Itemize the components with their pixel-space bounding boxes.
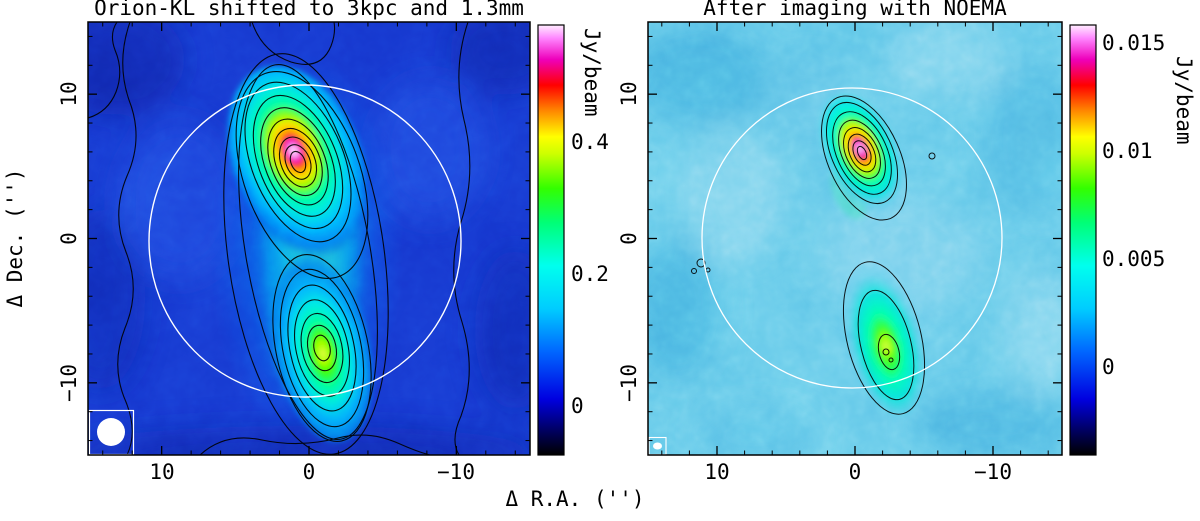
- synthesized-beam-left: [97, 418, 125, 446]
- colorbar-left-tick-0: 0: [571, 394, 584, 418]
- x-tick-label-left-10: 10: [149, 460, 174, 484]
- colorbar-left-tick-04: 0.4: [571, 130, 609, 154]
- x-tick-label-right-0: 0: [849, 460, 862, 484]
- colorbar-left-tick-02: 0.2: [571, 262, 609, 286]
- primary-beam-circle-right: [701, 87, 1003, 389]
- primary-beam-circle-left: [148, 84, 462, 398]
- colorbar-right-unit-label: Jy/beam: [1172, 56, 1196, 145]
- axis-ticks: [88, 22, 1062, 455]
- dec-axis-label: Δ Dec. (''): [3, 168, 27, 307]
- y-tick-label-right-10: 10: [617, 81, 641, 106]
- x-tick-label-right-m10: −10: [974, 460, 1012, 484]
- y-tick-label-left-0: 0: [57, 232, 81, 245]
- colorbar-right-tick-0: 0: [1102, 355, 1115, 379]
- x-tick-label-right-10: 10: [704, 460, 729, 484]
- colorbar-right-tick-0005: 0.005: [1102, 247, 1165, 271]
- colorbar-right-tick-001: 0.01: [1102, 139, 1153, 163]
- panel-left-map: [88, 22, 530, 455]
- colorbar-left-unit-label: Jy/beam: [580, 28, 604, 117]
- synthesized-beam-right: [653, 442, 662, 450]
- noise-texture-fine: [648, 22, 1062, 455]
- panel-right-title: After imaging with NOEMA: [703, 0, 1007, 20]
- colorbar-left: [537, 24, 565, 456]
- x-tick-label-left-m10: −10: [437, 460, 475, 484]
- y-tick-label-left-10: 10: [57, 81, 81, 106]
- x-tick-label-left-0: 0: [303, 460, 316, 484]
- contour-lines-left: [88, 22, 471, 455]
- y-tick-label-right-0: 0: [617, 232, 641, 245]
- panel-left-title: Orion-KL shifted to 3kpc and 1.3mm: [94, 0, 524, 20]
- colorbar-right-tick-0015: 0.015: [1102, 31, 1165, 55]
- y-tick-label-left-m10: −10: [57, 364, 81, 402]
- colorbar-right: [1069, 24, 1097, 456]
- noise-texture-fine: [88, 22, 530, 455]
- ra-axis-label: Δ R.A. (''): [505, 487, 644, 511]
- panel-right-map: [648, 22, 1062, 455]
- y-tick-label-right-m10: −10: [617, 364, 641, 402]
- contour-lines-right: [691, 95, 936, 415]
